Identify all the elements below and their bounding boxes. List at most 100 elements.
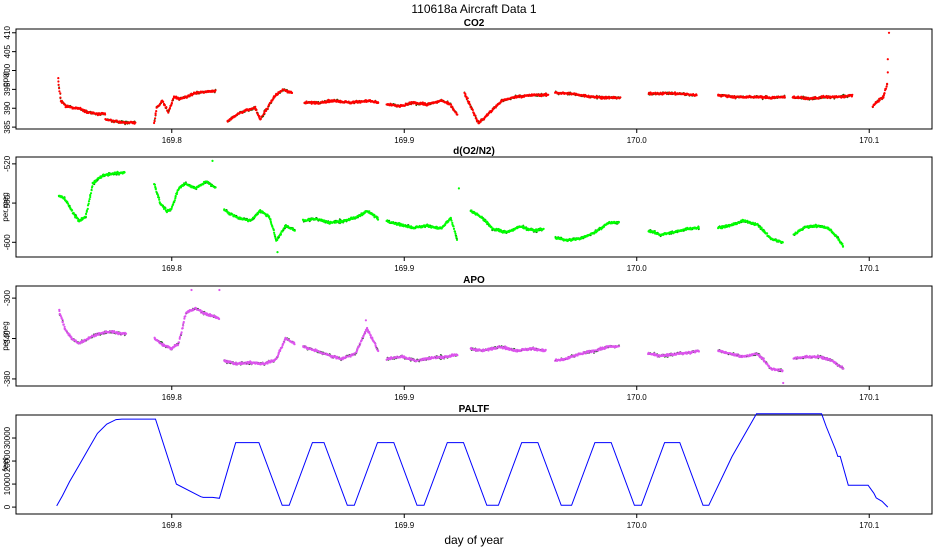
- data-point: [619, 96, 622, 99]
- data-point: [377, 349, 380, 353]
- y-axis-label: per meg: [1, 192, 10, 221]
- data-point: [882, 94, 885, 97]
- data-point: [455, 238, 459, 241]
- data-point: [61, 318, 64, 321]
- data-point: [62, 323, 65, 326]
- data-point: [369, 334, 372, 337]
- data-point: [449, 217, 452, 220]
- data-point: [173, 199, 176, 202]
- x-tick-label: 170.0: [627, 264, 648, 273]
- data-point: [123, 171, 126, 174]
- outlier-point: [887, 31, 891, 34]
- y-tick-label: -520: [3, 155, 12, 172]
- data-point: [266, 107, 269, 110]
- y-tick-label: 410: [3, 26, 12, 40]
- data-point: [695, 94, 698, 97]
- data-point: [259, 117, 262, 121]
- data-point: [268, 216, 271, 219]
- y-tick-label: 385: [3, 120, 12, 134]
- data-point: [181, 327, 184, 330]
- x-tick-label: 170.1: [859, 136, 880, 145]
- data-point: [154, 113, 157, 117]
- data-point: [293, 229, 296, 232]
- data-point: [124, 332, 128, 335]
- data-point: [377, 101, 380, 104]
- y-tick-label: -300: [3, 290, 12, 307]
- data-point: [61, 320, 64, 323]
- data-point: [178, 337, 181, 340]
- data-point: [154, 112, 157, 115]
- data-point: [265, 109, 268, 112]
- y-tick-label: 390: [3, 101, 12, 115]
- data-point: [165, 211, 168, 214]
- data-point: [841, 245, 845, 248]
- plot-frame: [15, 285, 933, 387]
- data-point: [456, 113, 459, 116]
- data-point: [603, 225, 606, 228]
- data-point: [89, 195, 92, 199]
- data-point: [885, 85, 888, 88]
- data-point: [57, 83, 60, 86]
- data-point: [276, 354, 280, 357]
- data-point: [368, 332, 371, 335]
- outlier-point: [457, 187, 460, 190]
- x-tick-label: 169.8: [162, 264, 183, 273]
- outlier-point: [886, 58, 889, 61]
- data-point: [366, 329, 369, 332]
- data-point: [175, 192, 178, 196]
- panel-title: CO2: [464, 18, 485, 29]
- y-tick-label: -600: [3, 234, 12, 251]
- y-axis-label: ppm: [1, 71, 10, 87]
- data-point: [154, 117, 157, 120]
- data-point: [290, 91, 293, 94]
- data-point: [376, 218, 380, 221]
- data-point: [766, 232, 769, 235]
- data-point: [172, 203, 175, 206]
- data-point: [170, 207, 173, 210]
- plot-frame: [15, 156, 933, 258]
- data-point: [180, 331, 183, 334]
- data-point: [176, 191, 179, 194]
- data-point: [451, 221, 454, 224]
- data-point: [58, 309, 61, 313]
- panel-title: APO: [463, 275, 485, 286]
- data-point: [617, 221, 620, 224]
- data-point: [63, 325, 66, 328]
- data-point: [272, 229, 275, 232]
- data-point: [452, 227, 456, 230]
- data-point: [218, 317, 221, 321]
- data-point: [841, 242, 844, 245]
- data-points: [57, 159, 845, 254]
- data-point: [58, 90, 61, 93]
- data-point: [104, 113, 107, 116]
- data-point: [266, 362, 269, 365]
- x-tick-label: 169.8: [162, 393, 183, 402]
- data-point: [155, 110, 158, 113]
- data-point: [157, 194, 160, 197]
- data-point: [542, 227, 545, 230]
- x-tick-label: 169.9: [394, 393, 415, 402]
- data-point: [465, 95, 468, 98]
- x-tick-label: 170.1: [859, 393, 880, 402]
- data-point: [58, 87, 61, 90]
- data-point: [453, 230, 457, 233]
- data-point: [408, 356, 411, 359]
- y-tick-label: -560: [3, 195, 12, 212]
- data-point: [68, 333, 71, 336]
- x-tick-label: 169.9: [394, 136, 415, 145]
- data-point: [878, 99, 881, 102]
- data-point: [170, 348, 173, 351]
- data-point: [57, 80, 60, 83]
- data-point: [293, 343, 296, 346]
- outlier-point: [276, 251, 279, 254]
- data-points: [58, 288, 845, 385]
- outlier-point: [211, 159, 214, 162]
- x-tick-label: 170.0: [627, 393, 648, 402]
- data-point: [85, 109, 88, 112]
- data-point: [464, 93, 467, 96]
- data-point: [170, 104, 173, 107]
- y-tick-label: 405: [3, 44, 12, 58]
